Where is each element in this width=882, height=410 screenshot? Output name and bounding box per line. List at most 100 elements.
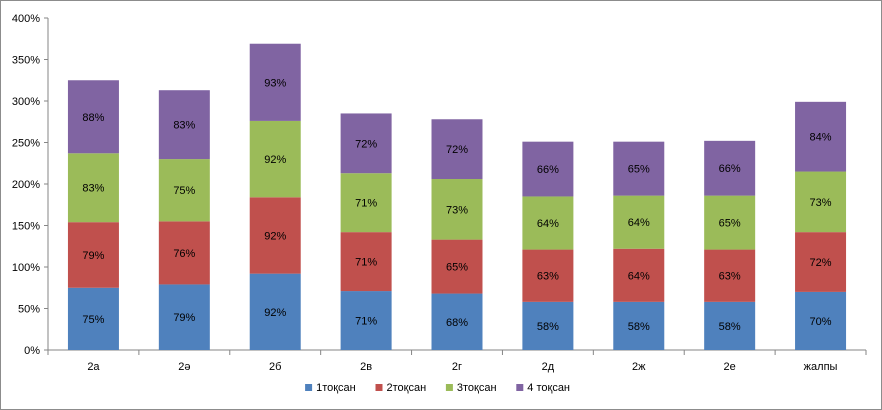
legend-swatch — [516, 384, 524, 391]
y-tick-label: 50% — [18, 304, 40, 316]
legend-swatch — [445, 384, 453, 391]
data-label: 63% — [537, 271, 559, 283]
data-label: 58% — [719, 321, 741, 333]
data-label: 92% — [264, 230, 286, 242]
bar-segment — [522, 141, 574, 197]
bar-segment — [613, 141, 665, 196]
legend-label: 3тоқсан — [457, 382, 497, 394]
bar-segment — [431, 239, 483, 294]
bar-segment — [340, 173, 392, 233]
data-label: 64% — [537, 218, 559, 230]
data-label: 58% — [537, 321, 559, 333]
y-tick-label: 300% — [12, 96, 40, 108]
y-tick-label: 400% — [12, 13, 40, 25]
data-label: 92% — [264, 307, 286, 319]
data-label: 66% — [537, 164, 559, 176]
data-label: 83% — [173, 120, 195, 132]
x-tick-label: 2ж — [632, 361, 646, 373]
bar-segment — [249, 43, 301, 121]
y-tick-label: 200% — [12, 179, 40, 191]
data-label: 71% — [355, 257, 377, 269]
x-axis: 2а 2ә 2б 2в 2г 2д 2ж 2е жалпы — [47, 349, 867, 373]
data-label: 68% — [446, 317, 468, 329]
bar-segment — [431, 179, 483, 240]
data-label: 64% — [628, 270, 650, 282]
x-tick-label: 2б — [269, 361, 281, 373]
data-label: 79% — [82, 250, 104, 262]
data-label: 58% — [628, 321, 650, 333]
x-tick-label: 2г — [452, 361, 462, 373]
legend-label: 2тоқсан — [387, 382, 427, 394]
bar-segment — [795, 171, 847, 233]
data-label: 72% — [355, 138, 377, 150]
data-label: 72% — [446, 144, 468, 156]
y-tick-label: 250% — [12, 138, 40, 150]
bar-segment — [340, 113, 392, 174]
data-label: 64% — [628, 217, 650, 229]
data-label: 79% — [173, 312, 195, 324]
bar-segment — [704, 249, 756, 302]
x-tick-label: 2д — [542, 361, 555, 373]
bar-segment — [522, 249, 574, 302]
bar-segment — [158, 159, 210, 222]
bar-segment — [704, 195, 756, 250]
bar-segment — [158, 284, 210, 350]
y-tick-label: 100% — [12, 262, 40, 274]
legend-label: 4 тоқсан — [527, 382, 570, 394]
bar-segment — [795, 232, 847, 292]
bar-segment — [158, 221, 210, 285]
data-label: 75% — [173, 185, 195, 197]
bar-segment — [613, 195, 665, 249]
legend-swatch — [305, 384, 313, 391]
data-label: 73% — [810, 197, 832, 209]
data-label: 71% — [355, 198, 377, 210]
data-label: 71% — [355, 316, 377, 328]
bar-segment — [249, 120, 301, 198]
data-label: 84% — [810, 132, 832, 144]
bar-segment — [67, 222, 119, 288]
bars — [67, 43, 847, 350]
bar-segment — [704, 301, 756, 350]
bar-segment — [431, 293, 483, 350]
data-label: 88% — [82, 112, 104, 124]
bar-segment — [795, 291, 847, 350]
y-tick-label: 0% — [24, 345, 40, 357]
y-tick-label: 350% — [12, 55, 40, 67]
bar-segment — [249, 273, 301, 350]
bar-segment — [522, 196, 574, 250]
data-labels: 75% 79% 83% 88% 79% 76% 75% 83% 92% 92% 92% 93% 71% 7… — [82, 77, 831, 333]
data-label: 65% — [628, 164, 650, 176]
data-label: 76% — [173, 248, 195, 260]
data-label: 83% — [82, 183, 104, 195]
data-label: 92% — [264, 154, 286, 166]
bar-segment — [795, 101, 847, 172]
bar-segment — [67, 153, 119, 223]
y-tick-label: 150% — [12, 221, 40, 233]
data-label: 75% — [82, 314, 104, 326]
data-label: 72% — [810, 257, 832, 269]
data-label: 66% — [719, 163, 741, 175]
x-tick-label: 2а — [87, 361, 100, 373]
data-label: 70% — [810, 316, 832, 328]
x-tick-label: 2е — [724, 361, 736, 373]
data-label: 63% — [719, 271, 741, 283]
bar-segment — [431, 119, 483, 180]
data-label: 73% — [446, 204, 468, 216]
y-axis: 0% 50% 100% 150% 200% 250% 300% 350% 400% — [12, 13, 49, 357]
legend-label: 1тоқсан — [316, 382, 356, 394]
bar-segment — [67, 287, 119, 350]
bar-segment — [249, 197, 301, 274]
bar-segment — [158, 90, 210, 160]
bar-segment — [522, 301, 574, 350]
bar-segment — [67, 80, 119, 154]
data-label: 93% — [264, 77, 286, 89]
bar-segment — [613, 248, 665, 302]
bar-segment — [613, 301, 665, 350]
x-tick-label: жалпы — [804, 361, 838, 373]
data-label: 65% — [446, 262, 468, 274]
bar-segment — [340, 232, 392, 292]
legend: 1тоқсан 2тоқсан 3тоқсан 4 тоқсан — [305, 382, 570, 394]
bar-segment — [340, 291, 392, 350]
